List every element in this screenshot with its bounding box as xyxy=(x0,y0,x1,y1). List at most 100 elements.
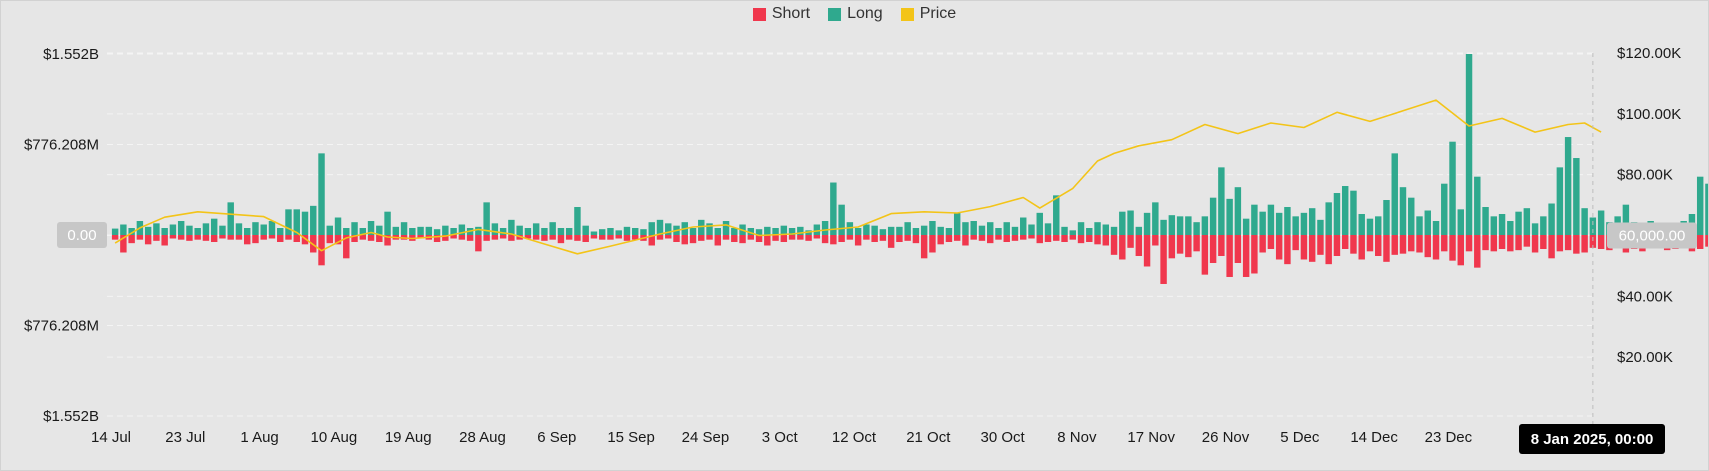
long-bar[interactable] xyxy=(1507,221,1514,235)
long-bar[interactable] xyxy=(1432,221,1440,235)
short-bar[interactable] xyxy=(442,235,449,241)
short-bar[interactable] xyxy=(169,235,177,239)
long-bar[interactable] xyxy=(1556,167,1564,235)
long-bar[interactable] xyxy=(887,226,895,235)
short-bar[interactable] xyxy=(1152,235,1159,246)
long-bar[interactable] xyxy=(1498,214,1506,235)
long-bar[interactable] xyxy=(260,224,267,236)
long-bar[interactable] xyxy=(838,204,845,235)
long-bar[interactable] xyxy=(1416,216,1423,235)
short-bar[interactable] xyxy=(887,235,895,248)
short-bar[interactable] xyxy=(260,235,267,240)
long-bar[interactable] xyxy=(1069,230,1076,235)
long-bar[interactable] xyxy=(1300,212,1308,235)
short-bar[interactable] xyxy=(1176,235,1184,254)
long-bar[interactable] xyxy=(788,228,796,235)
short-bar[interactable] xyxy=(1209,235,1217,263)
short-bar[interactable] xyxy=(978,235,986,241)
short-bar[interactable] xyxy=(1366,235,1374,252)
long-bar[interactable] xyxy=(987,222,994,235)
long-bar[interactable] xyxy=(565,228,573,235)
long-bar[interactable] xyxy=(268,221,276,235)
long-bar[interactable] xyxy=(367,221,375,235)
long-bar[interactable] xyxy=(607,228,614,235)
short-bar[interactable] xyxy=(1135,235,1143,256)
long-bar[interactable] xyxy=(1110,226,1118,235)
short-bar[interactable] xyxy=(1308,235,1316,262)
short-bar[interactable] xyxy=(1391,235,1398,255)
short-bar[interactable] xyxy=(656,235,664,240)
long-bar[interactable] xyxy=(194,228,201,235)
long-bar[interactable] xyxy=(153,223,160,235)
long-bar[interactable] xyxy=(1218,167,1225,235)
long-bar[interactable] xyxy=(1573,158,1580,235)
short-bar[interactable] xyxy=(1474,235,1481,268)
short-bar[interactable] xyxy=(483,235,490,241)
short-bar[interactable] xyxy=(665,235,672,239)
short-bar[interactable] xyxy=(1036,235,1043,244)
short-bar[interactable] xyxy=(722,235,730,240)
short-bar[interactable] xyxy=(929,235,936,253)
long-bar[interactable] xyxy=(169,224,177,236)
short-bar[interactable] xyxy=(838,235,845,242)
short-bar[interactable] xyxy=(995,235,1002,240)
long-bar[interactable] xyxy=(1275,212,1283,235)
short-bar[interactable] xyxy=(962,235,969,246)
long-bar[interactable] xyxy=(1383,200,1390,235)
short-bar[interactable] xyxy=(731,235,738,242)
short-bar[interactable] xyxy=(813,235,821,239)
short-bar[interactable] xyxy=(623,235,631,241)
short-bar[interactable] xyxy=(1201,235,1209,275)
long-bar[interactable] xyxy=(1143,212,1151,235)
long-bar[interactable] xyxy=(549,222,556,235)
short-bar[interactable] xyxy=(1350,235,1357,254)
short-bar[interactable] xyxy=(1011,235,1019,241)
short-bar[interactable] xyxy=(574,235,581,241)
long-bar[interactable] xyxy=(491,223,499,235)
short-bar[interactable] xyxy=(1218,235,1225,256)
long-bar[interactable] xyxy=(1176,216,1184,235)
long-bar[interactable] xyxy=(318,153,325,235)
long-bar[interactable] xyxy=(1152,202,1159,235)
short-bar[interactable] xyxy=(417,235,424,239)
short-bar[interactable] xyxy=(177,235,185,240)
long-bar[interactable] xyxy=(1531,223,1539,235)
short-bar[interactable] xyxy=(244,235,251,245)
short-bar[interactable] xyxy=(376,235,383,242)
long-bar[interactable] xyxy=(202,223,210,235)
long-bar[interactable] xyxy=(995,228,1002,235)
long-bar[interactable] xyxy=(392,226,400,235)
short-bar[interactable] xyxy=(1581,235,1588,253)
short-bar[interactable] xyxy=(1325,235,1332,265)
short-bar[interactable] xyxy=(219,235,226,239)
short-bar[interactable] xyxy=(821,235,829,244)
short-bar[interactable] xyxy=(367,235,375,241)
long-bar[interactable] xyxy=(541,228,548,235)
short-bar[interactable] xyxy=(673,235,680,242)
long-bar[interactable] xyxy=(425,226,433,235)
short-bar[interactable] xyxy=(896,235,903,242)
long-bar[interactable] xyxy=(1523,208,1531,235)
short-bar[interactable] xyxy=(805,235,812,241)
long-bar[interactable] xyxy=(912,228,920,235)
short-bar[interactable] xyxy=(739,235,746,244)
long-bar[interactable] xyxy=(285,209,292,235)
long-bar[interactable] xyxy=(632,228,639,235)
long-bar[interactable] xyxy=(755,229,763,235)
long-bar[interactable] xyxy=(689,228,697,235)
short-bar[interactable] xyxy=(1515,235,1522,251)
short-bar[interactable] xyxy=(1234,235,1242,263)
long-bar[interactable] xyxy=(1209,197,1217,235)
short-bar[interactable] xyxy=(1160,235,1167,284)
short-bar[interactable] xyxy=(1259,235,1266,253)
short-bar[interactable] xyxy=(359,235,367,240)
short-bar[interactable] xyxy=(1523,235,1531,247)
long-bar[interactable] xyxy=(1226,198,1233,235)
short-bar[interactable] xyxy=(1003,235,1010,242)
long-bar[interactable] xyxy=(1284,207,1291,235)
long-bar[interactable] xyxy=(210,218,218,235)
short-bar[interactable] xyxy=(1119,235,1126,260)
short-bar[interactable] xyxy=(1490,235,1498,252)
long-bar[interactable] xyxy=(417,226,424,235)
short-bar[interactable] xyxy=(1317,235,1324,255)
